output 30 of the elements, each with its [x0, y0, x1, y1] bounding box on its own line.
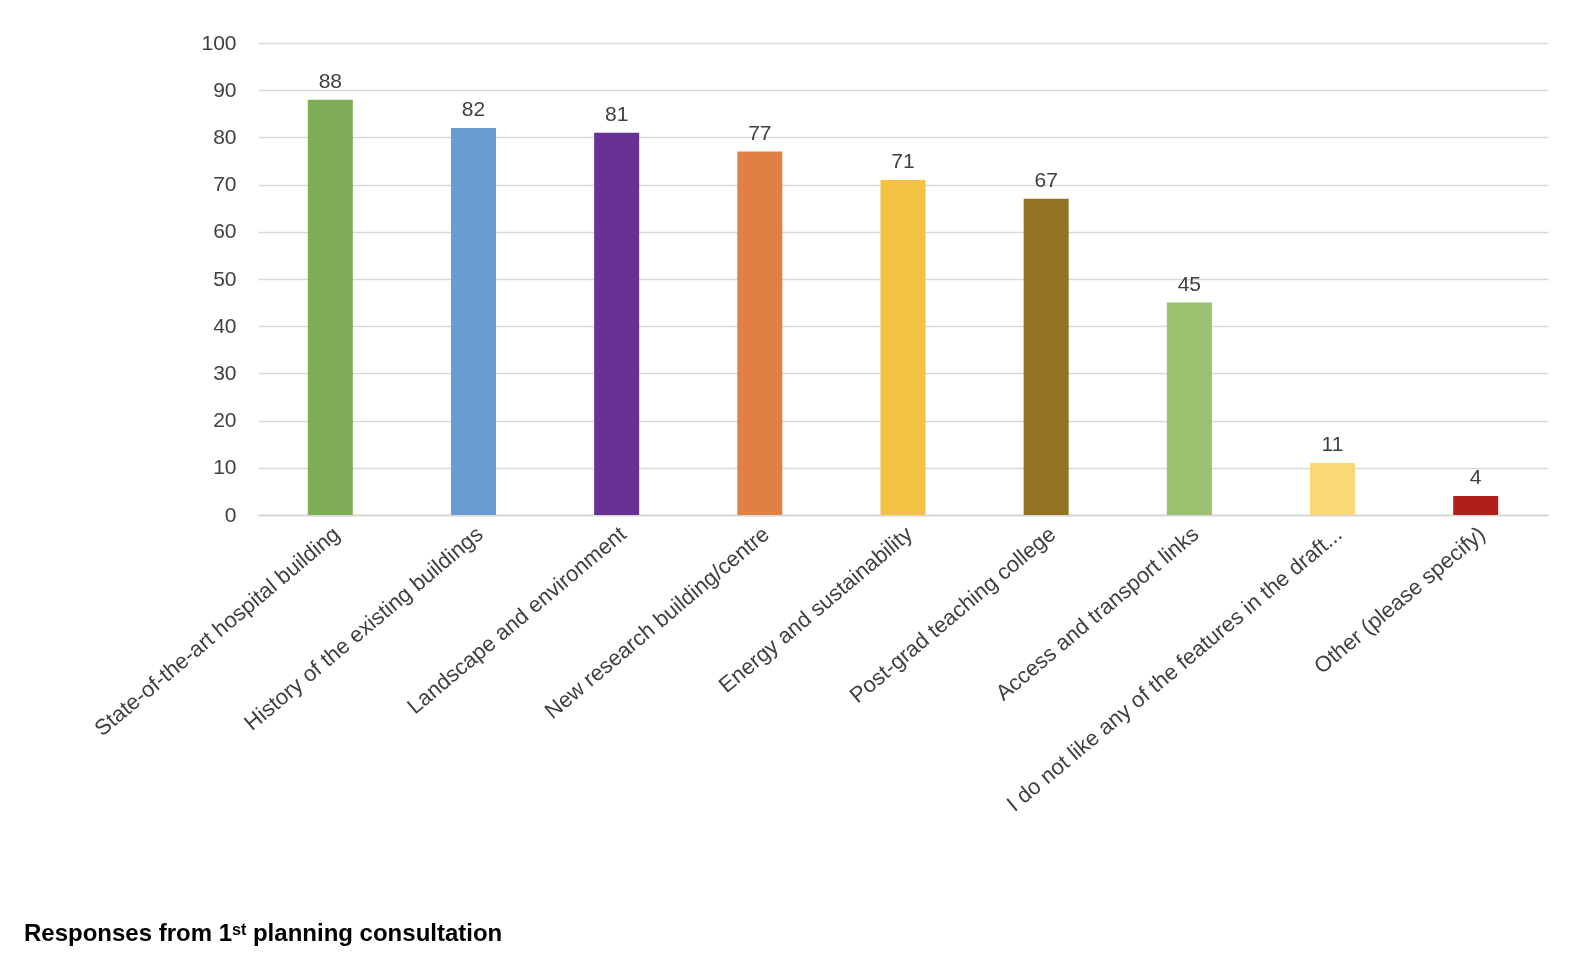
y-tick-label: 70 [213, 172, 237, 196]
text: Responses from 1ˢᵗ planning consultation [24, 919, 503, 946]
y-tick-label: 80 [213, 124, 237, 148]
bar [1453, 496, 1499, 515]
y-tick-label: 20 [213, 408, 237, 432]
y-tick-label: 0 [224, 502, 237, 526]
data-label: 71 [891, 148, 915, 172]
data-label: 88 [318, 68, 342, 92]
bar [1166, 302, 1212, 515]
bar [880, 179, 926, 515]
y-tick-label: 50 [213, 266, 237, 290]
data-label: 45 [1177, 271, 1202, 295]
bar [307, 99, 353, 515]
y-tick-label: 100 [201, 30, 237, 54]
bar [594, 132, 640, 515]
y-tick-label: 10 [213, 455, 237, 479]
data-label: 11 [1321, 432, 1344, 456]
data-label: 81 [604, 101, 629, 125]
data-label: 77 [748, 120, 772, 144]
bar [737, 151, 783, 515]
bar [450, 127, 496, 515]
y-tick-label: 30 [213, 360, 237, 384]
y-tick-label: 40 [213, 313, 237, 337]
y-tick-label: 90 [213, 77, 237, 101]
data-label: 4 [1469, 465, 1482, 489]
data-label: 82 [461, 96, 486, 120]
bar [1023, 198, 1069, 515]
y-tick-label: 60 [213, 219, 237, 243]
bar [1310, 463, 1356, 515]
data-label: 67 [1034, 167, 1058, 191]
